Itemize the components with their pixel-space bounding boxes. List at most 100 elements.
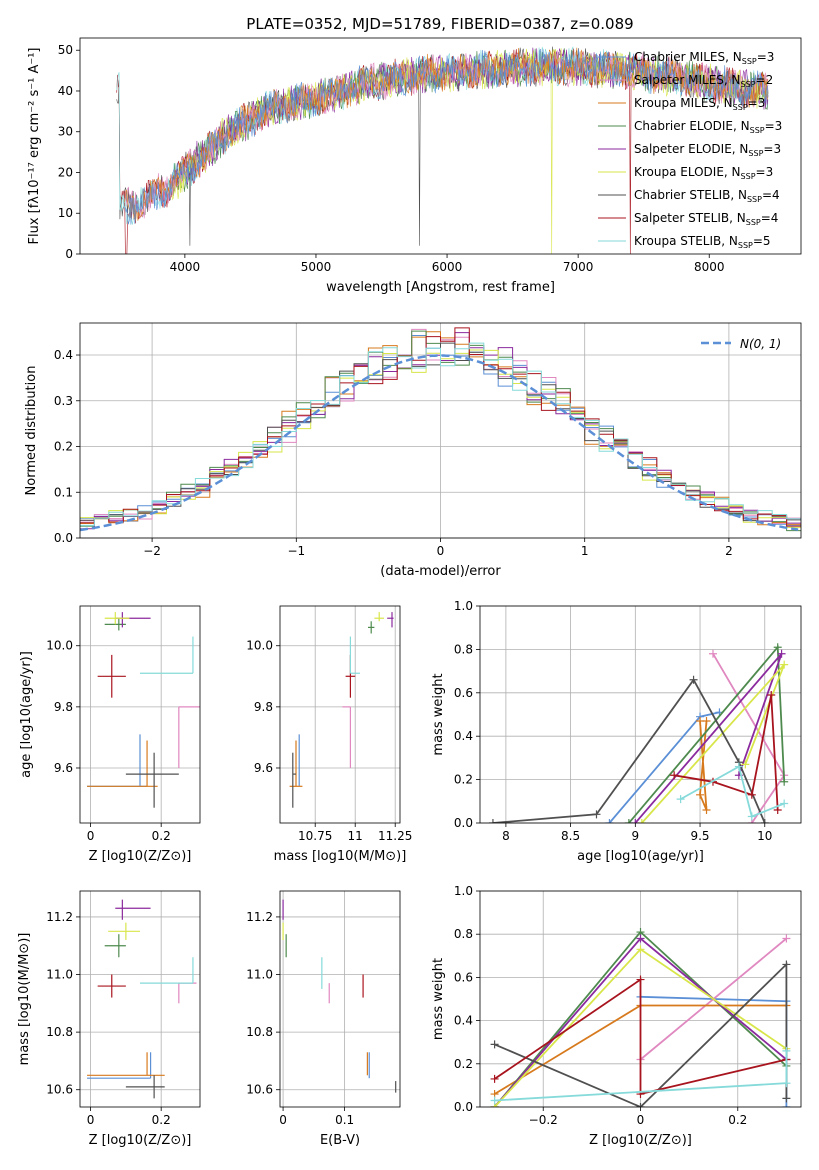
errorbar-salpeter_elodie bbox=[387, 612, 394, 628]
errorbar-kroupa_stelib bbox=[140, 636, 194, 674]
y-tick-label: 10.8 bbox=[246, 1025, 273, 1039]
age_vs_mass-frame bbox=[279, 605, 401, 824]
errorbar-kroupa_elodie bbox=[374, 612, 384, 622]
spectrum-line-chabrier_miles bbox=[124, 49, 769, 225]
weight_vs_Z-panel: −0.2 0 0.2 0.0 0.2 0.4 0.6 0.8 1.0 Z [log10(Z/Z⊙)… bbox=[431, 884, 802, 1148]
y-tick-label: 0.4 bbox=[454, 1014, 473, 1028]
age_vs_Z-frame bbox=[79, 605, 201, 824]
x-tick-label: 1 bbox=[581, 544, 589, 558]
x-tick-label: 5000 bbox=[301, 260, 332, 274]
y-tick-label: 0.0 bbox=[54, 531, 73, 545]
x-tick-label: 0.2 bbox=[152, 829, 171, 843]
age_vs_Z-panel: 0 0.2 9.6 9.8 10.0 Z [log10(Z/Z⊙)] age [log10(… bbox=[19, 605, 201, 864]
errorbar-kroupa_stelib bbox=[140, 957, 194, 984]
x-tick-label: 0.2 bbox=[728, 1113, 747, 1127]
x-tick-label: 0 bbox=[87, 1113, 95, 1127]
weight-marker-kroupa_stelib bbox=[780, 799, 789, 808]
x-tick-label: −0.2 bbox=[529, 1113, 558, 1127]
y-tick-label: 9.8 bbox=[54, 700, 73, 714]
mass_vs_Z-frame bbox=[79, 890, 201, 1108]
y-tick-label: 10 bbox=[58, 206, 73, 220]
errorbar-kroupa_miles bbox=[289, 740, 303, 787]
y-tick-label: 0.2 bbox=[454, 1057, 473, 1071]
y-tick-label: 0.0 bbox=[454, 1100, 473, 1114]
y-tick-label: 9.6 bbox=[254, 761, 273, 775]
weight-marker-kroupa_miles bbox=[696, 790, 705, 799]
y-tick-label: 0 bbox=[65, 247, 73, 261]
spectrum-line-kroupa_miles bbox=[124, 47, 769, 221]
x-axis-label: Z [log10(Z/Z⊙)] bbox=[89, 849, 192, 864]
y-tick-label: 0.8 bbox=[454, 927, 473, 941]
mass_vs_ebv-panel: 0 0.1 10.6 10.8 11.0 11.2 E(B-V) bbox=[246, 890, 401, 1148]
weight-marker-salpeter_stelib bbox=[670, 771, 679, 780]
errorbar-kroupa_miles bbox=[87, 740, 158, 787]
mass_vs_Z-panel: 0 0.2 10.6 10.8 11.0 11.2 Z [log10(Z/Z⊙)] mass … bbox=[17, 890, 201, 1148]
weight-marker-kroupa_stelib bbox=[782, 1046, 791, 1055]
errorbar-chabrier_stelib bbox=[292, 752, 296, 808]
x-tick-label: 11.25 bbox=[378, 829, 412, 843]
hist-salpeter_stelib bbox=[80, 327, 801, 527]
spectrum-panel: 4000 5000 6000 7000 8000 0 10 20 30 40 50 wavelengt… bbox=[27, 37, 802, 295]
y-tick-label: 0.8 bbox=[454, 642, 473, 656]
x-axis-label: (data-model)/error bbox=[380, 564, 501, 579]
x-tick-label: 8.5 bbox=[561, 829, 580, 843]
y-tick-label: 20 bbox=[58, 165, 73, 179]
errorbar-chabrier_stelib bbox=[125, 1075, 165, 1099]
errorbar-chabrier_stelib bbox=[125, 752, 179, 808]
y-tick-label: 0.2 bbox=[54, 440, 73, 454]
residuals-frame bbox=[79, 322, 802, 539]
spectrum-legend: Chabrier MILES, NSSP=3 Salpeter MILES, NS… bbox=[598, 50, 782, 250]
spectrum-frame bbox=[79, 37, 802, 255]
weight-marker-salpeter_miles bbox=[782, 934, 791, 943]
errorbar-chabrier_miles bbox=[87, 1052, 152, 1079]
errorbar-salpeter_miles bbox=[178, 706, 200, 768]
x-tick-label: 2 bbox=[725, 544, 733, 558]
figure-title: PLATE=0352, MJD=51789, FIBERID=0387, z=0… bbox=[246, 15, 633, 33]
y-tick-label: 0.1 bbox=[54, 485, 73, 499]
weight_vs_age-panel: 8 8.5 9 9.5 10 0.0 0.2 0.4 0.6 0.8 1.0 age [log10(a… bbox=[431, 599, 802, 864]
x-axis-label: mass [log10(M/M⊙)] bbox=[274, 849, 407, 864]
mass_vs_Z-plot-area bbox=[87, 899, 197, 1099]
x-tick-label: 0.2 bbox=[152, 1113, 171, 1127]
weight-marker-kroupa_elodie bbox=[636, 945, 645, 954]
normal-curve bbox=[80, 354, 799, 532]
residuals-panel: −2 −1 0 1 2 0.0 0.1 0.2 0.3 0.4 (data-model)/error… bbox=[24, 322, 802, 579]
y-tick-label: 10.0 bbox=[46, 639, 73, 653]
legend-entry: Kroupa STELIB, NSSP=5 bbox=[634, 234, 771, 250]
y-tick-label: 0.6 bbox=[454, 686, 473, 700]
errorbar-kroupa_elodie bbox=[104, 612, 130, 625]
legend-entry: Chabrier STELIB, NSSP=4 bbox=[634, 188, 780, 204]
weight-marker-chabrier_miles bbox=[605, 819, 614, 823]
age_vs_mass-panel: 10.75 11 11.25 9.6 9.8 10.0 mass [log10(M/M⊙)] bbox=[246, 605, 412, 864]
weight_vs_Z-frame bbox=[479, 890, 802, 1108]
weight-marker-kroupa_stelib bbox=[782, 1079, 791, 1088]
x-tick-label: −1 bbox=[287, 544, 305, 558]
weight-marker-kroupa_elodie bbox=[637, 819, 646, 823]
weight-marker-kroupa_stelib bbox=[490, 1096, 499, 1105]
errorbar-salpeter_elodie bbox=[115, 899, 151, 920]
weight-line-kroupa_stelib bbox=[680, 765, 785, 818]
weight-marker-chabrier_elodie bbox=[773, 643, 782, 652]
legend-entry: N(0, 1) bbox=[740, 337, 781, 351]
y-tick-label: 1.0 bbox=[454, 884, 473, 898]
weight-marker-salpeter_stelib bbox=[636, 975, 645, 984]
errorbar-kroupa_elodie bbox=[108, 922, 140, 940]
y-tick-label: 0.4 bbox=[54, 348, 73, 362]
weight-marker-chabrier_stelib bbox=[782, 1094, 791, 1103]
weight-marker-chabrier_stelib bbox=[488, 819, 497, 823]
y-tick-label: 11.0 bbox=[46, 968, 73, 982]
x-tick-label: 9.5 bbox=[690, 829, 709, 843]
x-tick-label: 0.1 bbox=[335, 1113, 354, 1127]
x-tick-label: 0 bbox=[87, 829, 95, 843]
weight-line-salpeter_elodie bbox=[634, 653, 783, 823]
y-tick-label: 10.6 bbox=[46, 1083, 73, 1097]
weight-marker-chabrier_miles bbox=[782, 1103, 791, 1107]
y-tick-label: 0.3 bbox=[54, 394, 73, 408]
errorbar-chabrier_elodie bbox=[368, 621, 375, 634]
errorbar-salpeter_miles bbox=[342, 706, 351, 768]
x-tick-label: 0 bbox=[637, 1113, 645, 1127]
weight_vs_age-plot-area bbox=[488, 643, 789, 823]
weight-marker-chabrier_stelib bbox=[782, 960, 791, 969]
weight-line-kroupa_elodie bbox=[641, 663, 786, 823]
